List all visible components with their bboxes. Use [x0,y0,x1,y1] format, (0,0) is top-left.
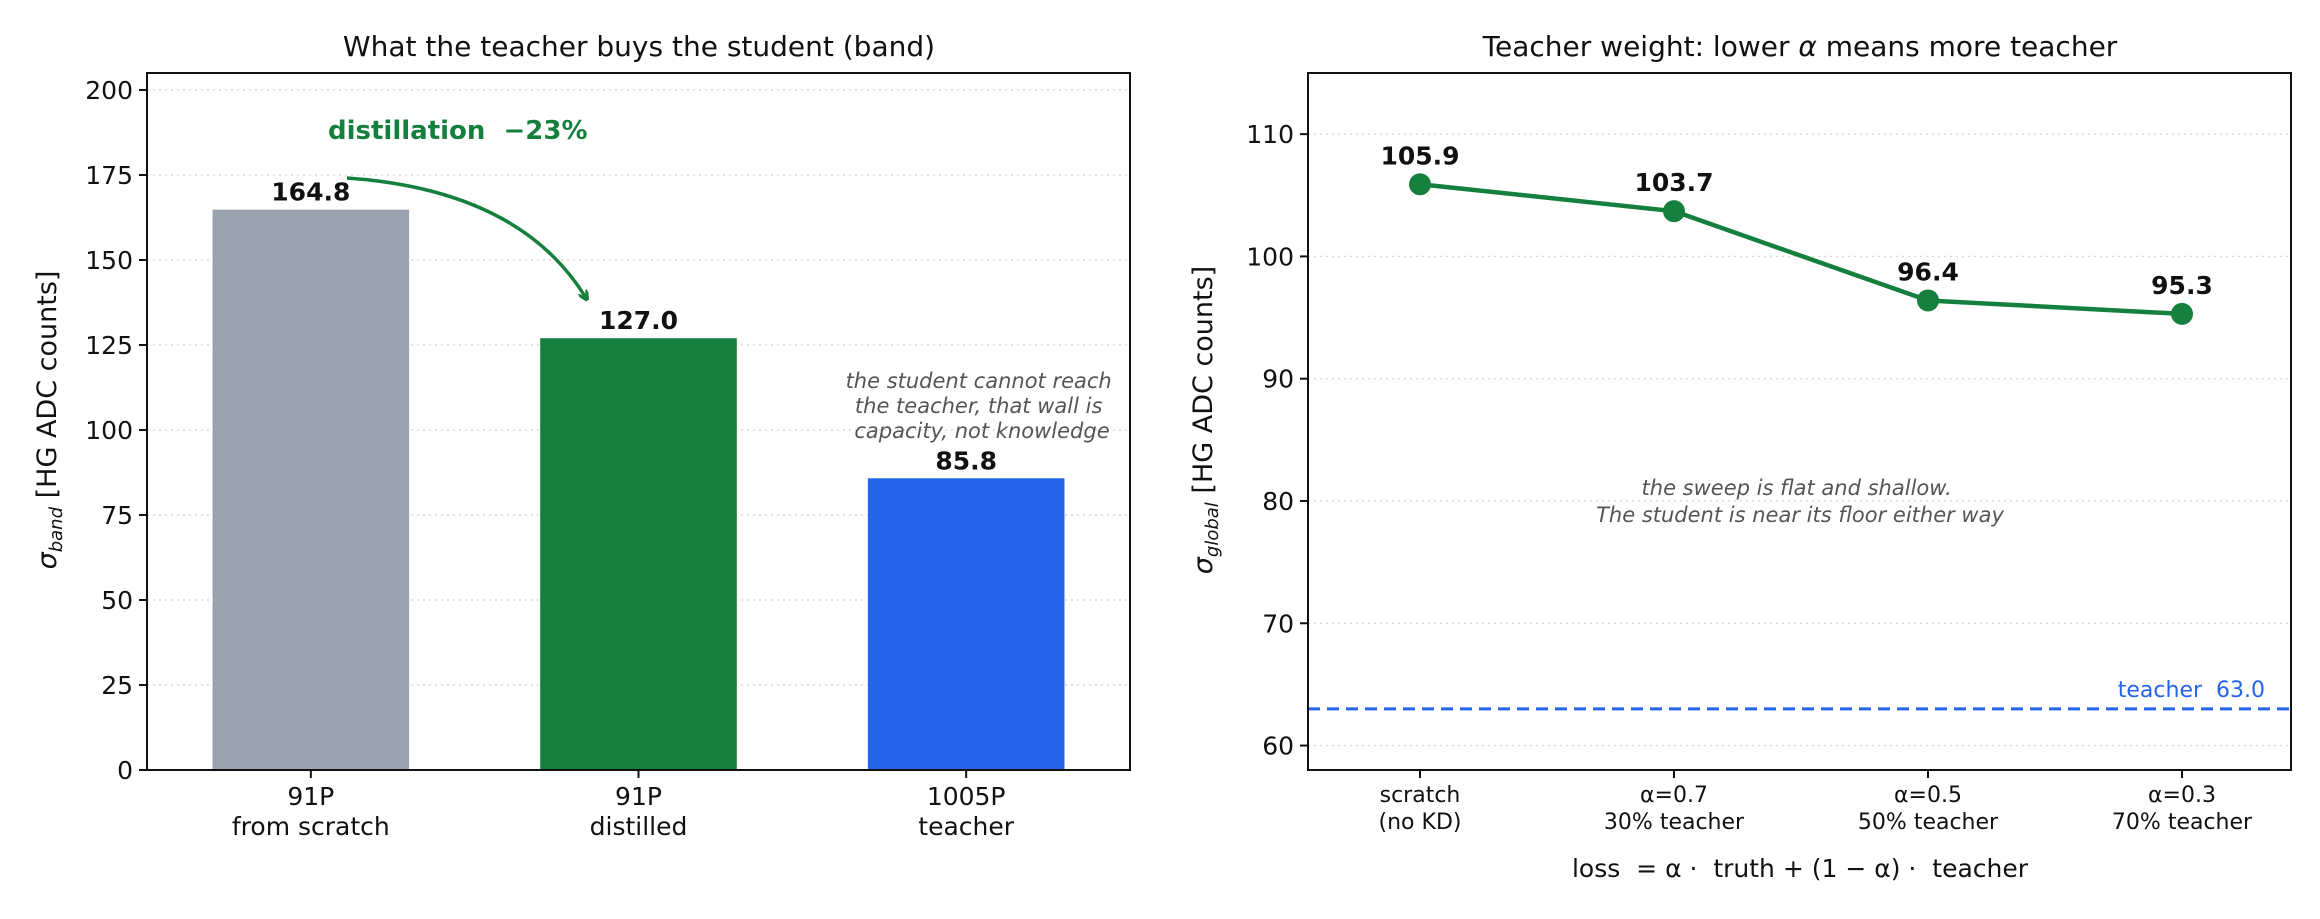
line-chart-series [1419,182,2183,317]
line-chart-x-tick-label: α=0.3 [2148,783,2216,808]
line-chart-y-tick-label: 60 [1262,732,1294,761]
bar-value-label: 164.8 [271,178,350,207]
bar-chart-y-tick-label: 0 [117,756,133,785]
bar-chart-y-tick-label: 125 [85,331,133,360]
line-chart-y-tick-label: 90 [1262,365,1294,394]
line-point-value-label: 103.7 [1634,168,1713,197]
line-point-value-label: 96.4 [1897,257,1959,286]
bar-chart-x-tick-label: from scratch [232,812,390,841]
bar-chart-note: the student cannot reach the teacher, th… [846,369,1119,443]
bar-chart-x-tick-label: 91P [615,782,662,811]
line-chart-point [1917,289,1939,312]
bar-chart-y-tick-label: 100 [85,416,133,445]
line-chart-x-tick-label: scratch [1380,783,1461,808]
bar-2 [540,338,737,770]
bar-chart-note-line-3: capacity, not knowledge [854,419,1109,443]
bar-value-label: 127.0 [599,306,678,335]
line-chart-x-axis-label: loss = α · truth + (1 − α) · teacher [1572,854,2029,883]
bar-chart-plot-frame [146,72,1131,771]
distillation-arrow [346,176,586,298]
line-chart-points [1409,173,2193,325]
line-chart-value-labels: 105.9 103.7 96.4 95.3 [1380,141,2212,300]
line-chart-x-tick-label: 30% teacher [1604,810,1745,835]
bar-chart-y-ticks: 0 25 50 75 100 125 150 175 200 [85,76,147,785]
bar-chart-y-axis-label: σband [HG ADC counts] [32,271,67,570]
distillation-annotation: distillation −23% [328,116,588,146]
line-chart-x-ticks: scratch(no KD) α=0.730% teacher α=0.550% t… [1379,770,2253,835]
bar-chart-y-tick-label: 200 [85,76,133,105]
line-chart-point [1409,173,1431,196]
line-chart-y-tick-label: 70 [1262,609,1294,638]
bar-chart-y-tick-label: 150 [85,246,133,275]
bar-chart-bars [212,209,1065,770]
bar-value-label: 85.8 [935,446,997,475]
bar-chart-y-tick-label: 25 [101,671,133,700]
line-chart-x-tick-label: 50% teacher [1858,810,1999,835]
line-chart-panel: Teacher weight: lower α means more teach… [1188,30,2292,883]
line-chart-note-line-1: the sweep is flat and shallow. [1642,476,1952,500]
bar-chart-x-tick-label: 1005P [927,782,1006,811]
line-chart-y-axis-label: σglobal [HG ADC counts] [1188,266,1223,574]
line-chart-note: the sweep is flat and shallow. The stude… [1596,476,2004,527]
line-chart-x-tick-label: α=0.7 [1640,783,1708,808]
bar-chart-title: What the teacher buys the student (band) [343,30,935,63]
line-chart-plot-frame [1307,72,2292,771]
bar-chart-note-line-1: the student cannot reach [846,369,1112,393]
line-chart-y-tick-label: 100 [1246,242,1294,271]
bar-chart-x-tick-label: teacher [918,812,1014,841]
teacher-reference-label: teacher 63.0 [2118,678,2265,703]
bar-chart-y-tick-label: 175 [85,161,133,190]
bar-chart-note-line-2: the teacher, that wall is [855,394,1103,418]
line-chart-note-line-2: The student is near its floor either way [1596,503,2004,527]
line-point-value-label: 95.3 [2151,271,2213,300]
line-chart-point [2171,302,2193,325]
line-chart-y-tick-label: 80 [1262,487,1294,516]
line-chart-point [1663,200,1685,223]
bar-chart-x-tick-label: 91P [287,782,334,811]
line-chart-x-tick-label: α=0.5 [1894,783,1962,808]
bar-1 [212,209,410,770]
line-chart-title: Teacher weight: lower α means more teach… [1482,30,2118,63]
bar-3 [867,478,1065,770]
bar-chart-y-tick-label: 75 [101,501,133,530]
line-point-value-label: 105.9 [1380,141,1459,170]
line-chart-grid [1308,133,2291,747]
line-chart-x-tick-label: (no KD) [1379,810,1462,835]
line-chart-x-tick-label: 70% teacher [2112,810,2253,835]
line-chart-y-ticks: 60 70 80 90 100 110 [1246,120,1308,761]
bar-chart-panel: What the teacher buys the student (band)… [32,30,1131,841]
bar-chart-x-tick-label: distilled [590,812,688,841]
bar-chart-y-tick-label: 50 [101,586,133,615]
bar-chart-value-labels: 164.8 127.0 85.8 [271,178,997,476]
line-chart-y-tick-label: 110 [1246,120,1294,149]
